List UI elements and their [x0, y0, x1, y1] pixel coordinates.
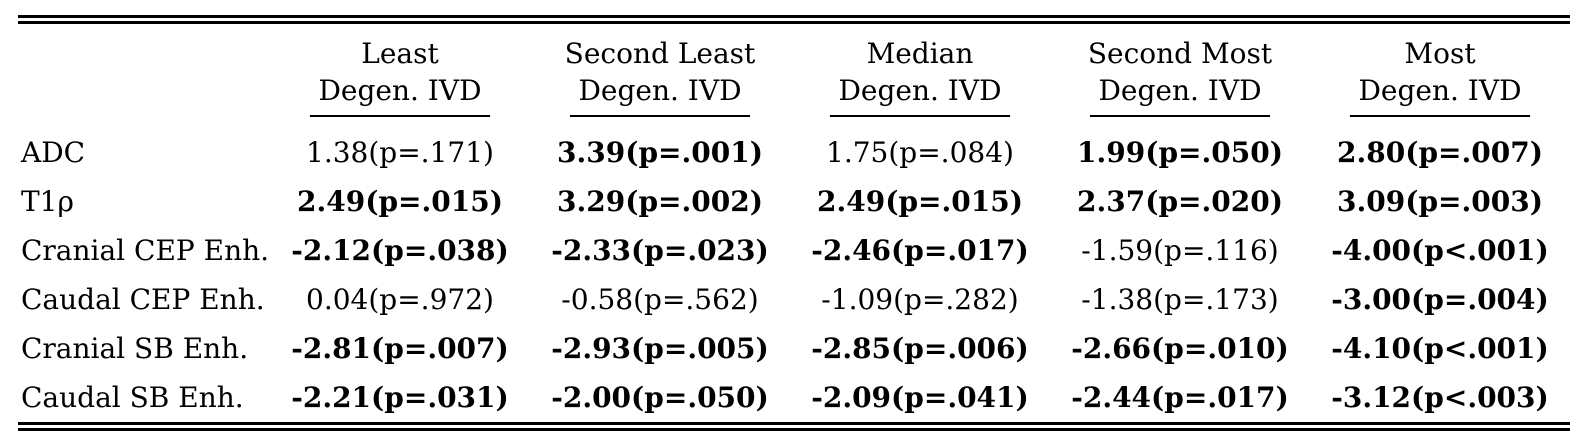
- header-least: Least Degen. IVD: [270, 20, 530, 129]
- table-body: ADC 1.38(p=.171) 3.39(p=.001) 1.75(p=.08…: [18, 128, 1570, 427]
- stat-cell: 3.09(p=.003): [1310, 177, 1570, 226]
- stat-value: 1.75(p=.084): [826, 136, 1014, 169]
- stat-cell: 2.49(p=.015): [790, 177, 1050, 226]
- row-label: ADC: [21, 136, 86, 169]
- header-underline: [1350, 115, 1530, 117]
- stat-value: -2.12(p=.038): [291, 234, 509, 267]
- results-table: Least Degen. IVD Second Least Degen. IVD…: [18, 15, 1570, 431]
- stat-value: 0.04(p=.972): [306, 283, 494, 316]
- stat-value: -2.33(p=.023): [551, 234, 769, 267]
- stat-cell: 0.04(p=.972): [270, 275, 530, 324]
- stat-value: -0.58(p=.562): [561, 283, 759, 316]
- stat-value: 1.99(p=.050): [1077, 136, 1283, 169]
- stat-cell: -2.33(p=.023): [530, 226, 790, 275]
- header-second-most: Second Most Degen. IVD: [1050, 20, 1310, 129]
- header-line2: Degen. IVD: [318, 74, 482, 107]
- stat-cell: -3.12(p<.003): [1310, 373, 1570, 427]
- stat-value: 3.09(p=.003): [1337, 185, 1543, 218]
- stat-value: -2.09(p=.041): [811, 381, 1029, 414]
- header-underline: [830, 115, 1010, 117]
- stat-cell: -1.59(p=.116): [1050, 226, 1310, 275]
- row-label: Caudal SB Enh.: [21, 381, 244, 414]
- stat-cell: 2.49(p=.015): [270, 177, 530, 226]
- stat-value: -2.66(p=.010): [1071, 332, 1289, 365]
- row-label: Cranial SB Enh.: [21, 332, 249, 365]
- stat-cell: -4.00(p<.001): [1310, 226, 1570, 275]
- stat-value: -4.10(p<.001): [1331, 332, 1549, 365]
- header-line1: Most: [1404, 37, 1476, 70]
- header-second-least: Second Least Degen. IVD: [530, 20, 790, 129]
- stat-value: -2.21(p=.031): [291, 381, 509, 414]
- stat-value: 3.39(p=.001): [557, 136, 763, 169]
- stat-cell: -2.12(p=.038): [270, 226, 530, 275]
- header-row: Least Degen. IVD Second Least Degen. IVD…: [18, 20, 1570, 129]
- header-line1: Median: [866, 37, 974, 70]
- stat-cell: -2.85(p=.006): [790, 324, 1050, 373]
- stat-cell: -2.81(p=.007): [270, 324, 530, 373]
- stat-cell: -4.10(p<.001): [1310, 324, 1570, 373]
- stat-value: -2.44(p=.017): [1071, 381, 1289, 414]
- stat-value: -2.46(p=.017): [811, 234, 1029, 267]
- header-line2: Degen. IVD: [1098, 74, 1262, 107]
- stat-cell: 3.29(p=.002): [530, 177, 790, 226]
- header-underline: [1090, 115, 1270, 117]
- stat-cell: 2.37(p=.020): [1050, 177, 1310, 226]
- stat-value: -2.00(p=.050): [551, 381, 769, 414]
- stat-cell: -2.21(p=.031): [270, 373, 530, 427]
- header-underline: [570, 115, 750, 117]
- stat-value: -2.85(p=.006): [811, 332, 1029, 365]
- stat-cell: -3.00(p=.004): [1310, 275, 1570, 324]
- stat-cell: 1.99(p=.050): [1050, 128, 1310, 177]
- stat-value: 1.38(p=.171): [306, 136, 494, 169]
- stat-value: -2.81(p=.007): [291, 332, 509, 365]
- stat-value: -4.00(p<.001): [1331, 234, 1549, 267]
- stat-value: -1.09(p=.282): [821, 283, 1019, 316]
- stat-cell: 2.80(p=.007): [1310, 128, 1570, 177]
- stat-cell: -2.46(p=.017): [790, 226, 1050, 275]
- table-header: Least Degen. IVD Second Least Degen. IVD…: [18, 20, 1570, 129]
- stat-cell: 1.38(p=.171): [270, 128, 530, 177]
- header-line2: Degen. IVD: [838, 74, 1002, 107]
- stat-cell: -2.93(p=.005): [530, 324, 790, 373]
- stat-cell: 1.75(p=.084): [790, 128, 1050, 177]
- row-label: T1ρ: [21, 185, 74, 218]
- stat-value: 2.49(p=.015): [297, 185, 503, 218]
- stat-cell: -0.58(p=.562): [530, 275, 790, 324]
- stat-value: -3.00(p=.004): [1331, 283, 1549, 316]
- stat-value: -1.59(p=.116): [1081, 234, 1279, 267]
- header-line1: Second Least: [564, 37, 756, 70]
- row-label: Caudal CEP Enh.: [21, 283, 265, 316]
- header-line1: Least: [361, 37, 439, 70]
- stat-cell: -2.44(p=.017): [1050, 373, 1310, 427]
- stat-cell: -2.66(p=.010): [1050, 324, 1310, 373]
- stat-cell: -2.00(p=.050): [530, 373, 790, 427]
- table-row-cranial-sb: Cranial SB Enh. -2.81(p=.007) -2.93(p=.0…: [18, 324, 1570, 373]
- stat-cell: -1.38(p=.173): [1050, 275, 1310, 324]
- stat-value: -1.38(p=.173): [1081, 283, 1279, 316]
- stat-cell: 3.39(p=.001): [530, 128, 790, 177]
- table-row-adc: ADC 1.38(p=.171) 3.39(p=.001) 1.75(p=.08…: [18, 128, 1570, 177]
- header-most: Most Degen. IVD: [1310, 20, 1570, 129]
- stat-value: 2.49(p=.015): [817, 185, 1023, 218]
- table-row-cranial-cep: Cranial CEP Enh. -2.12(p=.038) -2.33(p=.…: [18, 226, 1570, 275]
- table-row-caudal-cep: Caudal CEP Enh. 0.04(p=.972) -0.58(p=.56…: [18, 275, 1570, 324]
- stat-value: -2.93(p=.005): [551, 332, 769, 365]
- corner-cell: [18, 20, 270, 129]
- stat-value: -3.12(p<.003): [1331, 381, 1549, 414]
- header-underline: [310, 115, 490, 117]
- row-label: Cranial CEP Enh.: [21, 234, 270, 267]
- stat-value: 2.37(p=.020): [1077, 185, 1283, 218]
- header-line1: Second Most: [1087, 37, 1273, 70]
- header-median: Median Degen. IVD: [790, 20, 1050, 129]
- header-line2: Degen. IVD: [578, 74, 742, 107]
- stat-cell: -1.09(p=.282): [790, 275, 1050, 324]
- table-row-t1rho: T1ρ 2.49(p=.015) 3.29(p=.002) 2.49(p=.01…: [18, 177, 1570, 226]
- stat-cell: -2.09(p=.041): [790, 373, 1050, 427]
- stat-value: 3.29(p=.002): [557, 185, 763, 218]
- header-line2: Degen. IVD: [1358, 74, 1522, 107]
- stat-value: 2.80(p=.007): [1337, 136, 1543, 169]
- table-row-caudal-sb: Caudal SB Enh. -2.21(p=.031) -2.00(p=.05…: [18, 373, 1570, 427]
